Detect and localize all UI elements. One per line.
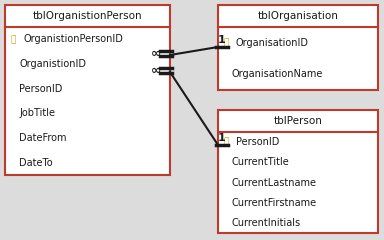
Text: CurrentTitle: CurrentTitle <box>232 157 290 167</box>
Text: 1: 1 <box>218 133 226 143</box>
Text: tblOrganistionPerson: tblOrganistionPerson <box>33 11 142 21</box>
Text: DateTo: DateTo <box>19 158 53 168</box>
Text: CurrentLastname: CurrentLastname <box>232 178 317 187</box>
Text: OrganisationID: OrganisationID <box>236 38 309 48</box>
Text: OrganistionPersonID: OrganistionPersonID <box>23 34 123 44</box>
Text: tblPerson: tblPerson <box>273 116 323 126</box>
Text: ⚿: ⚿ <box>10 35 16 44</box>
Text: OrganistionID: OrganistionID <box>19 59 86 69</box>
Text: tblOrganisation: tblOrganisation <box>258 11 338 21</box>
Text: OrganisationName: OrganisationName <box>232 69 323 79</box>
Text: ⚿: ⚿ <box>223 38 229 47</box>
Text: CurrentFirstname: CurrentFirstname <box>232 198 317 208</box>
Text: ∞: ∞ <box>151 64 161 77</box>
Bar <box>218 5 378 90</box>
Bar <box>218 110 378 233</box>
Bar <box>5 5 170 175</box>
Text: DateFrom: DateFrom <box>19 133 66 143</box>
Text: PersonID: PersonID <box>236 137 280 147</box>
Text: ⚿: ⚿ <box>223 138 229 147</box>
Text: CurrentInitials: CurrentInitials <box>232 218 301 228</box>
Text: ∞: ∞ <box>151 47 161 60</box>
Text: JobTitle: JobTitle <box>19 108 55 118</box>
Text: PersonID: PersonID <box>19 84 62 94</box>
Text: 1: 1 <box>218 35 226 45</box>
